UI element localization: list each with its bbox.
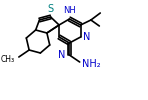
Text: N: N: [83, 32, 91, 42]
Text: NH: NH: [63, 6, 76, 15]
Text: N: N: [58, 50, 66, 60]
Text: S: S: [48, 4, 54, 14]
Text: NH₂: NH₂: [82, 59, 101, 69]
Text: CH₃: CH₃: [1, 55, 15, 64]
